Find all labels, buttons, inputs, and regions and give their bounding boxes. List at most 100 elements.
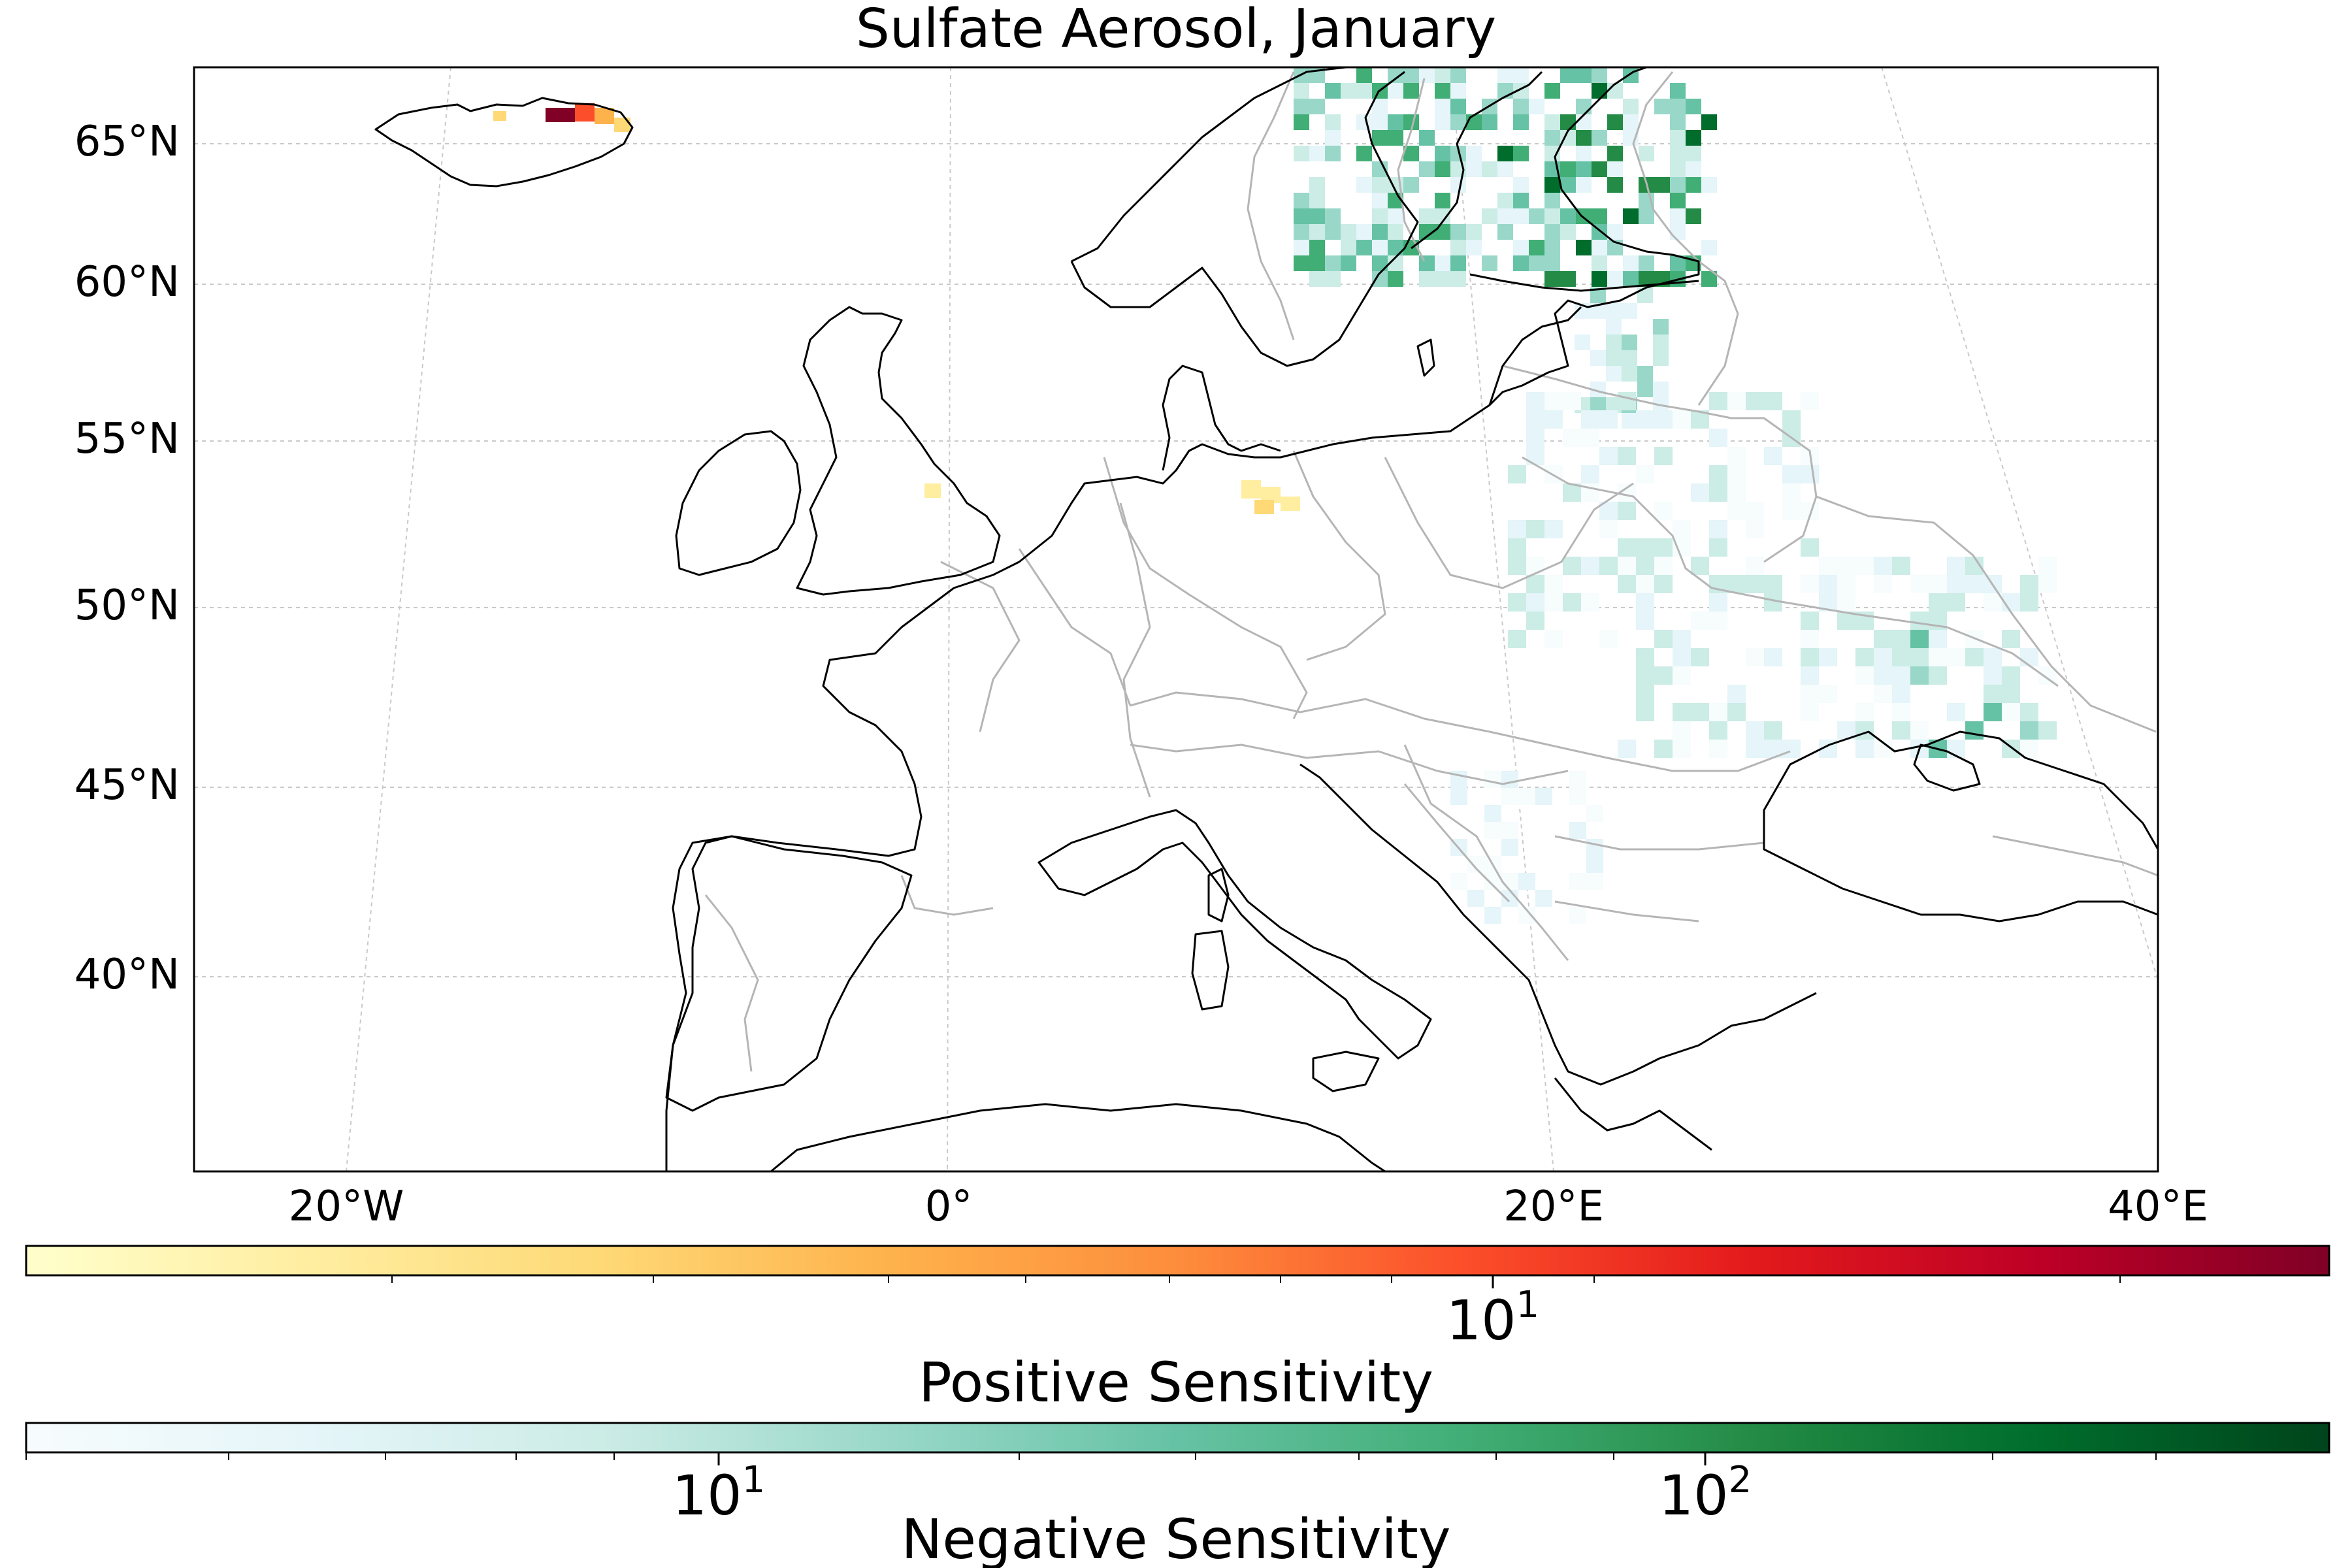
sensitivity-cell <box>1910 666 1929 685</box>
sensitivity-cell <box>1623 271 1639 287</box>
sensitivity-cell <box>2020 703 2038 721</box>
sensitivity-cell <box>1686 146 1701 161</box>
sensitivity-cell <box>1576 161 1592 177</box>
sensitivity-cell <box>1837 593 1855 612</box>
ireland-coast <box>675 430 802 576</box>
sensitivity-cell <box>1654 575 1673 593</box>
sensitivity-cell <box>1544 240 1560 255</box>
sensitivity-cell <box>1294 114 1309 130</box>
sensitivity-cell <box>1670 83 1686 99</box>
sensitivity-cell <box>1622 335 1637 350</box>
sensitivity-cell <box>1623 255 1639 271</box>
sensitivity-cell <box>1325 83 1341 99</box>
sensitivity-cell <box>2038 557 2057 575</box>
sensitivity-cell <box>1947 703 1965 721</box>
sensitivity-cell <box>1618 538 1636 557</box>
sensitivity-cell <box>1606 335 1622 350</box>
sensitivity-cell <box>1435 161 1450 177</box>
sensitivity-cell <box>1654 538 1673 557</box>
sensitivity-cell <box>1450 114 1466 130</box>
sensitivity-cell <box>1892 721 1910 740</box>
sensitivity-cell <box>1837 557 1855 575</box>
sensitivity-cell <box>1372 193 1388 208</box>
sensitivity-cell <box>1673 648 1691 666</box>
sensitivity-cell <box>1947 648 1965 666</box>
sensitivity-cell <box>1984 648 2002 666</box>
sensitivity-cell <box>1535 890 1552 907</box>
sensitivity-cell <box>1544 83 1560 99</box>
sensitivity-cell <box>1764 447 1782 465</box>
sensitivity-cell <box>1341 83 1356 99</box>
sensitivity-cell <box>1801 392 1819 410</box>
sensitivity-cell <box>1309 193 1325 208</box>
sensitivity-cell <box>1294 99 1309 114</box>
sensitivity-cell <box>1727 465 1746 483</box>
sensitivity-cell <box>1910 630 1929 648</box>
sensitivity-cell <box>1606 303 1622 319</box>
sensitivity-cell <box>1544 130 1560 146</box>
sensitivity-cell <box>1526 520 1544 538</box>
sensitivity-cell <box>1482 208 1497 224</box>
sensitivity-cell <box>1435 271 1450 287</box>
sensitivity-cell <box>1501 839 1518 856</box>
sensitivity-cell <box>1929 575 1947 593</box>
sensitivity-cell <box>1782 410 1801 429</box>
sensitivity-cell <box>1606 366 1622 382</box>
sensitivity-cell <box>1654 99 1670 114</box>
sensitivity-cell <box>1709 465 1727 483</box>
sensitivity-cell <box>1513 193 1529 208</box>
sensitivity-cell <box>1466 146 1482 161</box>
greece-coast <box>1554 1077 1712 1151</box>
sensitivity-cell <box>1709 612 1727 630</box>
sensitivity-cell <box>1294 208 1309 224</box>
sensitivity-cell <box>1403 83 1419 99</box>
sensitivity-cell <box>1947 557 1965 575</box>
sensitivity-cell <box>1654 410 1673 429</box>
sensitivity-cell <box>1874 648 1892 666</box>
sensitivity-cell <box>1607 224 1623 240</box>
sensitivity-cell <box>1636 685 1654 703</box>
sensitivity-cell <box>1592 240 1607 255</box>
sensitivity-cell <box>1727 685 1746 703</box>
sensitivity-cell <box>1294 193 1309 208</box>
sensitivity-cell <box>1929 630 1947 648</box>
sensitivity-cell <box>1670 208 1686 224</box>
sensitivity-cell <box>1435 114 1450 130</box>
sensitivity-cell <box>1592 271 1607 287</box>
sensitivity-cell <box>1984 666 2002 685</box>
sensitivity-cell <box>1623 114 1639 130</box>
sensitivity-cell <box>1618 557 1636 575</box>
sensitivity-cell <box>1929 666 1947 685</box>
sensitivity-cell <box>1701 240 1717 255</box>
sensitivity-cell <box>1403 67 1419 83</box>
sensitivity-cell <box>1508 465 1526 483</box>
sensitivity-cell <box>1819 575 1837 593</box>
sensitivity-cell <box>1654 630 1673 648</box>
sensitivity-cell <box>1709 721 1727 740</box>
sensitivity-cell <box>1727 703 1746 721</box>
sensitivity-cell <box>1607 177 1623 193</box>
sensitivity-cell <box>595 108 614 124</box>
finland-coast <box>1411 71 1699 292</box>
sensitivity-cell <box>1526 392 1544 410</box>
positive-sensitivity-cells <box>493 103 1300 514</box>
sensitivity-cell <box>1563 557 1581 575</box>
sensitivity-cell <box>1576 146 1592 161</box>
sensitivity-cell <box>1670 161 1686 177</box>
sensitivity-cell <box>1482 114 1497 130</box>
sensitivity-cell <box>1670 177 1686 193</box>
sensitivity-cell <box>1618 447 1636 465</box>
sensitivity-cell <box>1709 740 1727 758</box>
lat-tick-labels: 65°N 60°N 55°N 50°N 45°N 40°N <box>74 118 180 999</box>
sensitivity-cell <box>1544 114 1560 130</box>
sensitivity-cell <box>1560 271 1576 287</box>
sensitivity-cell <box>1701 177 1717 193</box>
sensitivity-cell <box>1450 83 1466 99</box>
sensitivity-cell <box>1801 703 1819 721</box>
sensitivity-cell <box>1544 146 1560 161</box>
sensitivity-cell <box>1544 255 1560 271</box>
sensitivity-cell <box>1467 890 1484 907</box>
sensitivity-cell <box>1497 67 1513 83</box>
sensitivity-cell <box>2002 630 2020 648</box>
sensitivity-cell <box>1764 721 1782 740</box>
